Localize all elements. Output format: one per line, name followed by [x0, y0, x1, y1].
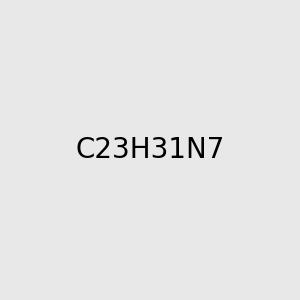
Text: C23H31N7: C23H31N7	[75, 136, 225, 164]
